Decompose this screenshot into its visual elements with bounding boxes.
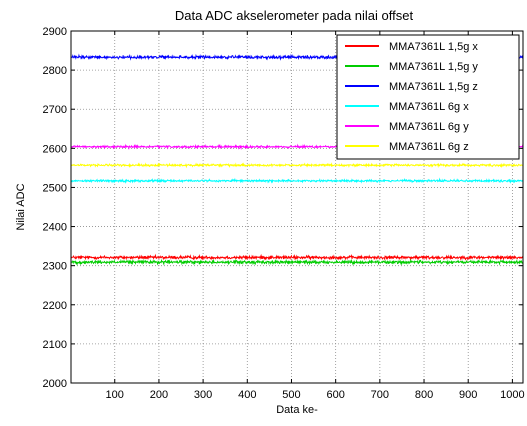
series-line-6 bbox=[70, 162, 524, 169]
y-tick-label: 2900 bbox=[43, 26, 67, 38]
y-axis-label: Nilai ADC bbox=[15, 183, 27, 230]
legend-label-5: MMA7361L 6g y bbox=[389, 121, 469, 133]
x-tick-label: 600 bbox=[326, 389, 344, 401]
y-tick-label: 2500 bbox=[43, 182, 67, 194]
y-tick-label: 2100 bbox=[43, 339, 67, 351]
series-line-4 bbox=[70, 177, 524, 184]
legend-entries: MMA7361L 1,5g x MMA7361L 1,5g y MMA7361L 1… bbox=[345, 41, 478, 153]
y-tick-label: 2300 bbox=[43, 261, 67, 273]
plot-frame bbox=[70, 30, 524, 384]
x-tick-label: 1000 bbox=[500, 389, 524, 401]
x-tick-label: 700 bbox=[371, 389, 389, 401]
chart-title: Data ADC akselerometer pada nilai offset bbox=[175, 8, 414, 23]
legend-label-6: MMA7361L 6g z bbox=[389, 141, 469, 153]
x-tick-label: 100 bbox=[106, 389, 124, 401]
tick-layer: 100 200 300 400 500 600 700 800 900 1000 2000 2100 2… bbox=[43, 26, 525, 401]
legend-label-2: MMA7361L 1,5g y bbox=[389, 61, 478, 73]
legend-label-4: MMA7361L 6g x bbox=[389, 101, 469, 113]
y-tick-label: 2800 bbox=[43, 65, 67, 77]
y-tick-label: 2700 bbox=[43, 104, 67, 116]
legend-label-3: MMA7361L 1,5g z bbox=[389, 81, 478, 93]
legend: MMA7361L 1,5g x MMA7361L 1,5g y MMA7361L 1… bbox=[336, 34, 520, 160]
legend-box bbox=[336, 34, 520, 160]
series-line-2 bbox=[70, 258, 524, 266]
x-tick-label: 400 bbox=[238, 389, 256, 401]
x-axis-label: Data ke- bbox=[276, 404, 318, 416]
y-tick-label: 2600 bbox=[43, 143, 67, 155]
series-line-1 bbox=[70, 253, 524, 261]
y-tick-label: 2400 bbox=[43, 222, 67, 234]
legend-label-1: MMA7361L 1,5g x bbox=[389, 41, 478, 53]
y-tick-label: 2200 bbox=[43, 300, 67, 312]
x-tick-label: 900 bbox=[459, 389, 477, 401]
x-tick-label: 300 bbox=[194, 389, 212, 401]
y-tick-label: 2000 bbox=[43, 378, 67, 390]
x-tick-label: 500 bbox=[282, 389, 300, 401]
x-tick-label: 200 bbox=[150, 389, 168, 401]
x-tick-label: 800 bbox=[415, 389, 433, 401]
